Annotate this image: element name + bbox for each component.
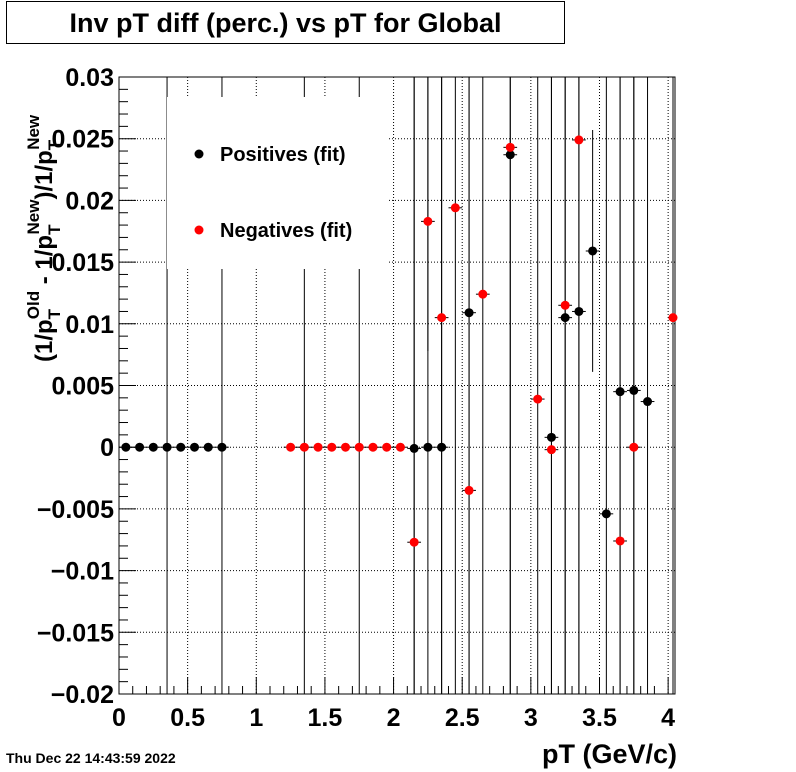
legend-label-positives: Positives (fit) [220,144,346,166]
y-tick-label: 0.01 [65,311,114,339]
data-point-positives [162,442,172,452]
y-tick-label: 0.03 [65,64,114,92]
legend-label-negatives: Negatives (fit) [220,220,352,242]
y-tick-label: −0.005 [37,496,114,524]
data-point-positives [505,150,515,160]
x-tick-label: 2 [387,704,401,732]
data-point-negatives [395,442,405,452]
data-point-positives [203,442,213,452]
y-axis-title-sub-t1: T [45,308,64,319]
y-axis-title-close: )/1/p [31,150,58,199]
data-point-negatives [382,442,392,452]
data-point-negatives [546,445,556,455]
data-point-positives [437,442,447,452]
chart-title: Inv pT diff (perc.) vs pT for Global [69,8,502,38]
data-point-negatives [354,442,364,452]
data-point-positives [588,246,598,256]
data-point-positives [546,432,556,442]
data-point-positives [121,442,131,452]
timestamp: Thu Dec 22 14:43:59 2022 [6,750,176,766]
y-tick-label: 0 [100,434,114,462]
y-tick-label: 0.02 [65,187,114,215]
y-axis-title-sub-t3: T [45,139,64,150]
data-point-negatives [574,135,584,145]
data-point-positives [560,313,570,323]
x-axis-title: pT (GeV/c) [542,739,677,769]
data-point-negatives [437,313,447,323]
data-point-negatives [286,442,296,452]
data-point-positives [629,385,639,395]
data-point-negatives [560,300,570,310]
legend-box [167,97,389,269]
y-tick-label: 0.015 [51,249,114,277]
data-point-negatives [615,536,625,546]
legend-marker-negatives [194,225,204,235]
y-axis-title-sup-new2: New [24,114,43,150]
data-point-positives [601,509,611,519]
data-point-positives [423,442,433,452]
x-tick-label: 2.5 [445,704,480,732]
data-point-negatives [464,485,474,495]
data-point-negatives [668,313,678,323]
data-point-negatives [313,442,323,452]
x-tick-label: 0.5 [170,704,205,732]
y-tick-label: −0.015 [37,619,114,647]
data-point-positives [574,306,584,316]
data-point-negatives [299,442,309,452]
y-axis-title-open: (1/p [31,319,58,362]
data-point-positives [464,308,474,318]
axes: 0 0.5 1 1.5 2 2.5 3 3.5 4 0.03 0.025 0.02 0.015 0.01 0… [37,64,675,732]
data-point-negatives [450,203,460,213]
data-point-negatives [409,537,419,547]
data-point-negatives [327,442,337,452]
data-point-positives [409,443,419,453]
data-point-negatives [423,216,433,226]
x-tick-label: 3 [524,704,538,732]
x-tick-label: 0 [112,704,126,732]
legend: Positives (fit) Negatives (fit) [167,97,389,269]
data-point-positives [190,442,200,452]
y-tick-label: 0.025 [51,126,114,154]
data-point-positives [217,442,227,452]
x-tick-label: 4 [661,704,675,732]
data-point-negatives [505,142,515,152]
data-point-negatives [478,289,488,299]
y-axis-title-mid: - 1/p [31,235,58,291]
data-point-negatives [368,442,378,452]
y-axis-title: (1/pTOld - 1/pTNew)/1/pTNew [24,114,64,362]
legend-marker-positives [194,149,204,159]
y-axis-title-sup-old: Old [24,291,43,319]
x-tick-label: 3.5 [582,704,617,732]
data-point-positives [615,387,625,397]
chart-title-box: Inv pT diff (perc.) vs pT for Global [6,1,565,44]
data-point-positives [643,397,653,407]
data-points [121,135,678,547]
data-point-positives [135,442,145,452]
data-point-positives [148,442,158,452]
y-axis-title-sup-new1: New [24,199,43,235]
x-tick-label: 1.5 [308,704,343,732]
y-tick-label: −0.01 [51,558,114,586]
data-point-negatives [341,442,351,452]
y-tick-label: −0.02 [51,681,114,709]
data-point-negatives [533,394,543,404]
data-point-positives [176,442,186,452]
y-tick-label: 0.005 [51,373,114,401]
data-point-negatives [629,442,639,452]
x-tick-label: 1 [249,704,263,732]
y-axis-title-sub-t2: T [45,224,64,235]
